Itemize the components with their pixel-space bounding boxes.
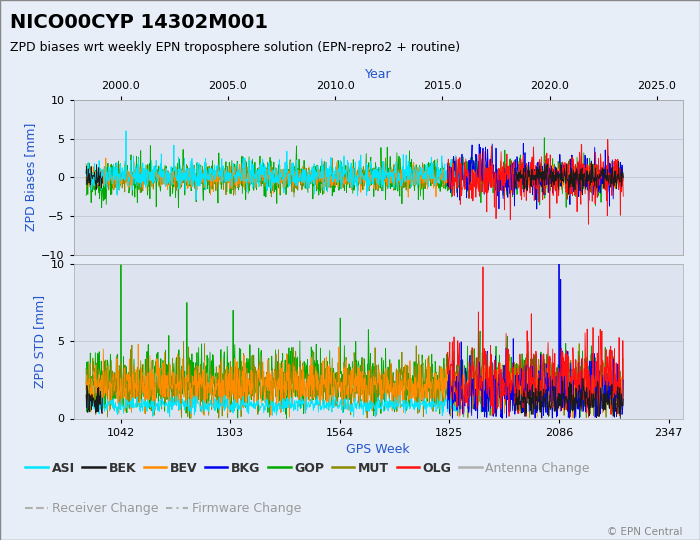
- Y-axis label: ZPD STD [mm]: ZPD STD [mm]: [34, 295, 46, 388]
- X-axis label: GPS Week: GPS Week: [346, 443, 410, 456]
- X-axis label: Year: Year: [365, 68, 391, 81]
- Legend: Receiver Change, Firmware Change: Receiver Change, Firmware Change: [20, 497, 306, 520]
- Legend: ASI, BEK, BEV, BKG, GOP, MUT, OLG, Antenna Change: ASI, BEK, BEV, BKG, GOP, MUT, OLG, Anten…: [20, 457, 595, 480]
- Text: © EPN Central: © EPN Central: [607, 527, 682, 537]
- Y-axis label: ZPD Biases [mm]: ZPD Biases [mm]: [24, 123, 37, 232]
- Text: ZPD biases wrt weekly EPN troposphere solution (EPN-repro2 + routine): ZPD biases wrt weekly EPN troposphere so…: [10, 40, 461, 53]
- Text: NICO00CYP 14302M001: NICO00CYP 14302M001: [10, 14, 269, 32]
